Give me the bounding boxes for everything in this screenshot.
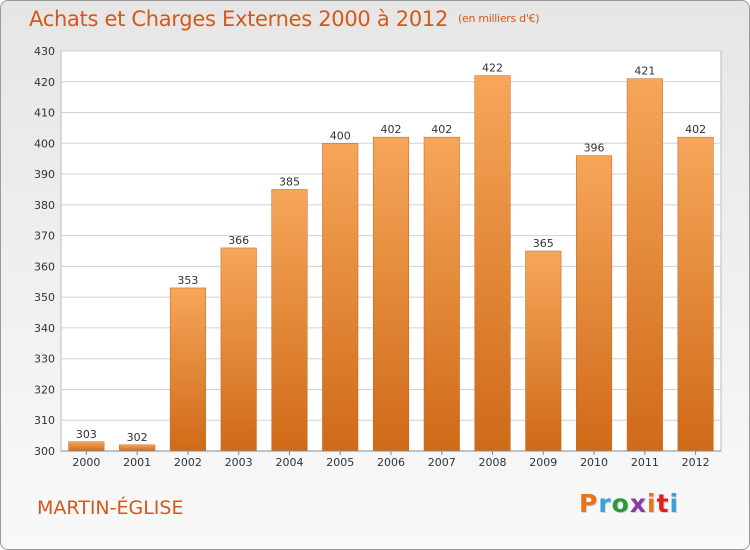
- x-tick-label: 2004: [275, 456, 303, 469]
- x-tick-label: 2012: [682, 456, 710, 469]
- bar-2005: [322, 143, 359, 452]
- y-tick-label: 350: [34, 291, 55, 304]
- bar-2012: [677, 136, 714, 452]
- data-label-2004: 385: [279, 175, 300, 188]
- y-tick-label: 400: [34, 137, 55, 150]
- y-tick-label: 310: [34, 414, 55, 427]
- x-tick-label: 2001: [123, 456, 151, 469]
- chart-title-text: Achats et Charges Externes 2000 à 2012: [29, 7, 449, 31]
- proxiti-logo: Proxiti: [579, 489, 680, 518]
- data-label-2000: 303: [76, 428, 97, 441]
- x-tick-label: 2002: [174, 456, 202, 469]
- bar-2003: [220, 247, 257, 452]
- y-tick-label: 410: [34, 107, 55, 120]
- y-tick-label: 340: [34, 322, 55, 335]
- y-tick-label: 370: [34, 230, 55, 243]
- data-label-2002: 353: [177, 274, 198, 287]
- y-tick-label: 320: [34, 383, 55, 396]
- data-label-2006: 402: [381, 123, 402, 136]
- x-tick-label: 2007: [428, 456, 456, 469]
- y-tick-label: 330: [34, 353, 55, 366]
- bar-2000: [68, 441, 105, 452]
- data-label-2012: 402: [685, 123, 706, 136]
- x-tick-label: 2009: [529, 456, 557, 469]
- bar-2010: [576, 155, 613, 452]
- data-label-2011: 421: [634, 65, 655, 78]
- bar-2007: [423, 136, 460, 452]
- chart-title: Achats et Charges Externes 2000 à 2012 (e…: [29, 7, 540, 31]
- x-tick-label: 2000: [72, 456, 100, 469]
- bar-2004: [271, 189, 308, 452]
- y-tick-label: 360: [34, 260, 55, 273]
- x-tick-label: 2008: [479, 456, 507, 469]
- data-label-2005: 400: [330, 129, 351, 142]
- bar-2006: [372, 136, 410, 452]
- y-tick-label: 380: [34, 199, 55, 212]
- bar-2001: [119, 444, 156, 452]
- bar-2002: [169, 287, 206, 452]
- plot-area: 300 310 320 330 340 350 360 370 380 390 400 410 420 4…: [34, 45, 722, 469]
- x-tick-label: 2011: [631, 456, 659, 469]
- x-tick-label: 2010: [580, 456, 608, 469]
- chart-title-unit: (en milliers d'€): [458, 12, 540, 25]
- bar-2008: [474, 75, 511, 452]
- data-label-2003: 366: [228, 234, 249, 247]
- y-tick-label: 420: [34, 76, 55, 89]
- x-tick-label: 2005: [326, 456, 354, 469]
- location-label: MARTIN-ÉGLISE: [37, 497, 184, 519]
- x-tick-label: 2003: [225, 456, 253, 469]
- data-label-2001: 302: [127, 431, 148, 444]
- data-label-2009: 365: [533, 237, 554, 250]
- y-tick-label: 390: [34, 168, 55, 181]
- data-label-2010: 396: [584, 142, 605, 155]
- x-tick-label: 2006: [377, 456, 405, 469]
- y-tick-label: 430: [34, 45, 55, 58]
- data-label-2008: 422: [482, 62, 503, 75]
- bar-2009: [525, 250, 562, 452]
- bar-2011: [626, 78, 663, 452]
- y-tick-label: 300: [34, 445, 55, 458]
- data-label-2007: 402: [431, 123, 452, 136]
